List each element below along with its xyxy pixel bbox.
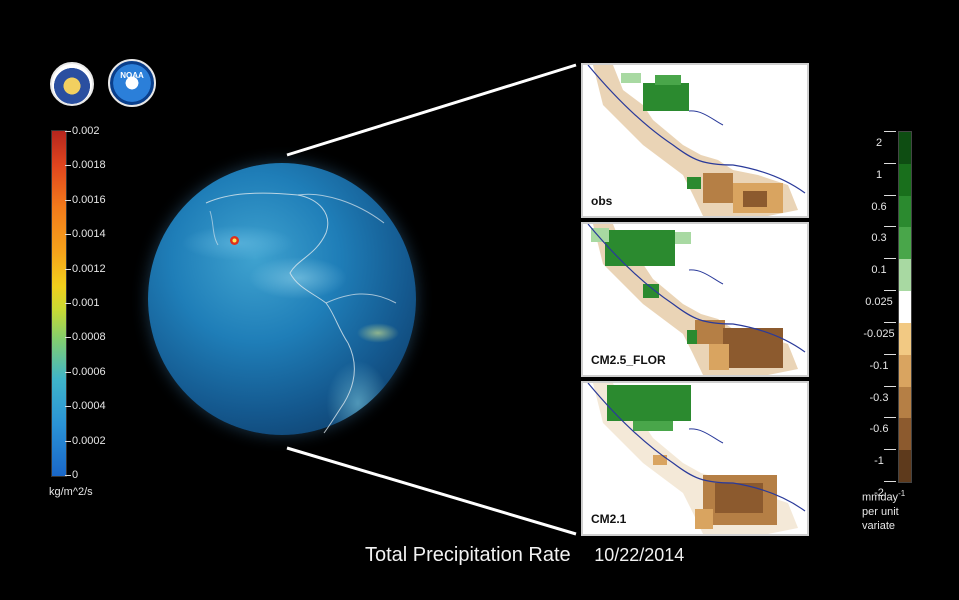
precipitation-tick-label: 0 bbox=[72, 469, 79, 481]
anomaly-unit-line2: per unit bbox=[862, 505, 899, 518]
anomaly-tick bbox=[884, 162, 896, 164]
anomaly-tick-label: -2 bbox=[874, 487, 884, 499]
anomaly-tick-label: -0.3 bbox=[869, 391, 889, 404]
anomaly-tick bbox=[884, 226, 896, 228]
precipitation-tick bbox=[65, 199, 71, 201]
anomaly-colorbar bbox=[898, 131, 912, 483]
anomaly-tick-label: -0.6 bbox=[869, 423, 889, 436]
noaa-logo: NOAA bbox=[108, 59, 156, 107]
precipitation-tick-label: 0.0008 bbox=[72, 331, 106, 344]
anomaly-color-segment bbox=[899, 132, 911, 165]
anomaly-unit-line1: mmday bbox=[862, 491, 899, 504]
anomaly-tick bbox=[884, 481, 896, 482]
precipitation-tick-label: 0.0012 bbox=[72, 262, 106, 275]
obs-anomaly-map bbox=[587, 65, 806, 216]
precipitation-tick-label: 0.0004 bbox=[72, 400, 106, 413]
precipitation-tick bbox=[65, 406, 71, 408]
storm-hotspot-marker bbox=[230, 236, 239, 245]
anomaly-tick-label: 0.1 bbox=[871, 264, 887, 277]
precipitation-tick-label: 0.0002 bbox=[72, 434, 106, 447]
map-panel-obs: obs bbox=[581, 63, 809, 218]
anomaly-color-segment bbox=[899, 195, 911, 228]
precipitation-tick-label: 0.0018 bbox=[72, 159, 106, 172]
anomaly-tick-label: -0.1 bbox=[869, 359, 889, 372]
map-panel-cm21: CM2.1 bbox=[581, 381, 809, 536]
precipitation-tick-label: 0.001 bbox=[72, 297, 100, 309]
anomaly-unit-superscript: -1 bbox=[898, 489, 906, 498]
anomaly-unit-line3: variate bbox=[862, 519, 896, 532]
anomaly-tick-label: 2 bbox=[875, 137, 883, 149]
anomaly-tick bbox=[884, 290, 896, 292]
anomaly-color-segment bbox=[899, 450, 911, 483]
precipitation-tick bbox=[65, 268, 71, 270]
precipitation-tick bbox=[65, 303, 71, 304]
precipitation-tick-label: 0.0014 bbox=[72, 228, 106, 241]
anomaly-color-segment bbox=[899, 386, 911, 419]
globe-coastlines bbox=[205, 192, 397, 434]
upper-connector-line bbox=[286, 63, 577, 157]
cm21-anomaly-map bbox=[587, 383, 806, 534]
caption-date: 10/22/2014 bbox=[594, 545, 685, 565]
precipitation-tick bbox=[65, 234, 71, 236]
anomaly-color-segment bbox=[899, 259, 911, 292]
anomaly-tick bbox=[884, 258, 896, 260]
map-panel-cm25-flor: CM2.5_FLOR bbox=[581, 222, 809, 377]
panel-label-cm25-flor: CM2.5_FLOR bbox=[591, 353, 666, 367]
anomaly-tick-label: -0.025 bbox=[863, 327, 895, 340]
anomaly-tick bbox=[884, 417, 896, 419]
lower-connector-line bbox=[286, 446, 577, 536]
panel-label-cm21: CM2.1 bbox=[591, 512, 627, 526]
anomaly-tick bbox=[884, 194, 896, 196]
anomaly-tick-label: -1 bbox=[874, 455, 884, 468]
anomaly-unit-label: mmday-1 per unit variate bbox=[862, 487, 922, 533]
anomaly-tick-label: 1 bbox=[875, 168, 883, 181]
precipitation-tick-label: 0.0016 bbox=[72, 193, 106, 206]
precipitation-tick-label: 0.0006 bbox=[72, 365, 106, 378]
anomaly-tick bbox=[884, 131, 896, 132]
anomaly-tick bbox=[884, 385, 896, 387]
precipitation-tick bbox=[65, 475, 71, 476]
panel-label-obs: obs bbox=[591, 194, 613, 208]
anomaly-tick bbox=[884, 321, 896, 323]
caption-title: Total Precipitation Rate bbox=[365, 544, 571, 566]
anomaly-color-segment bbox=[899, 418, 911, 451]
precipitation-tick bbox=[65, 337, 71, 339]
precipitation-unit-label: kg/m^2/s bbox=[49, 486, 93, 498]
noaa-logo-text: NOAA bbox=[120, 71, 144, 80]
anomaly-color-segment bbox=[899, 354, 911, 388]
precipitation-tick bbox=[65, 440, 71, 442]
precipitation-tick bbox=[65, 371, 71, 373]
precipitation-tick-label: 0.002 bbox=[72, 125, 100, 137]
precipitation-tick bbox=[65, 131, 71, 132]
anomaly-color-segment bbox=[899, 322, 911, 356]
anomaly-color-segment bbox=[899, 291, 911, 324]
figure-caption: Total Precipitation Rate 10/22/2014 bbox=[365, 544, 684, 567]
anomaly-tick-label: 0.6 bbox=[871, 200, 887, 213]
commerce-department-logo bbox=[50, 62, 94, 106]
anomaly-tick-label: 0.025 bbox=[865, 296, 893, 309]
anomaly-tick-label: 0.3 bbox=[871, 232, 887, 245]
precipitation-tick bbox=[65, 165, 71, 167]
anomaly-tick bbox=[884, 449, 896, 451]
anomaly-color-segment bbox=[899, 163, 911, 197]
cm25-flor-anomaly-map bbox=[587, 224, 806, 375]
anomaly-tick bbox=[884, 353, 896, 355]
globe-precipitation-view bbox=[148, 163, 416, 435]
anomaly-color-segment bbox=[899, 227, 911, 260]
